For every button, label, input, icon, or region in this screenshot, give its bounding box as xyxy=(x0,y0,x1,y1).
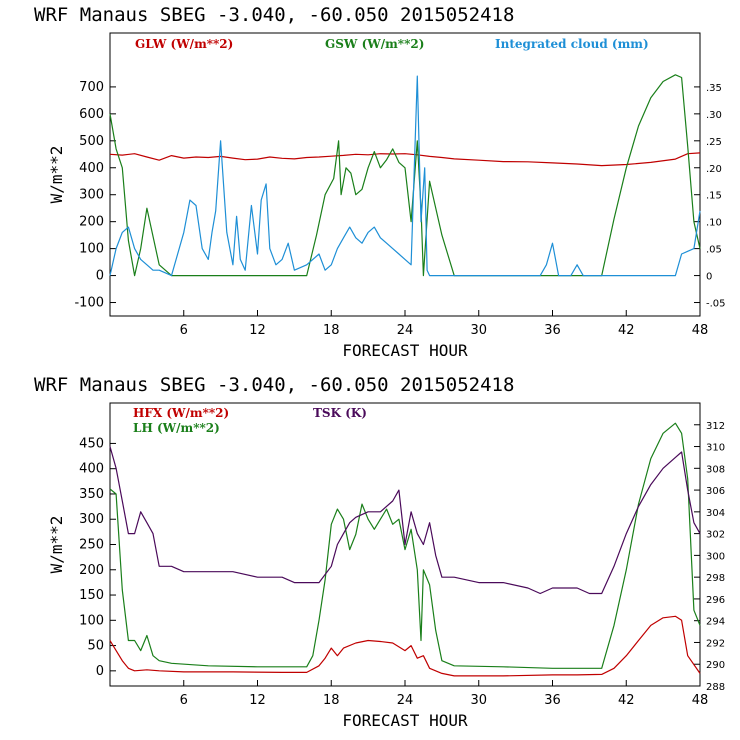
y-tick-label: 600 xyxy=(79,107,104,122)
x-tick-label: 30 xyxy=(470,693,487,708)
plot-frame xyxy=(109,32,701,317)
x-tick-label: 42 xyxy=(618,693,635,708)
y2-tick-label: 290 xyxy=(706,660,725,671)
y2-tick-label: 308 xyxy=(706,464,725,475)
panel-title: WRF Manaus SBEG -3.040, -60.050 20150524… xyxy=(34,4,514,26)
legend-entry: Integrated cloud (mm) xyxy=(495,37,649,51)
y-tick-label: 100 xyxy=(79,242,104,257)
y-tick-label: 450 xyxy=(79,436,104,451)
x-axis-label: FORECAST HOUR xyxy=(342,711,468,730)
x-tick-label: 6 xyxy=(180,693,188,708)
y2-tick-label: 288 xyxy=(706,682,725,693)
y2-tick-label: .35 xyxy=(706,83,722,94)
y2-tick-label: 310 xyxy=(706,443,725,454)
y2-tick-label: .10 xyxy=(706,218,722,229)
legend-entry: GSW (W/m**2) xyxy=(325,37,424,51)
y-tick-label: 50 xyxy=(87,639,104,654)
panel-title: WRF Manaus SBEG -3.040, -60.050 20150524… xyxy=(34,374,514,396)
y2-tick-label: 292 xyxy=(706,638,725,649)
x-tick-label: 24 xyxy=(397,323,414,338)
x-axis-label: FORECAST HOUR xyxy=(342,341,468,360)
panel-radiation: WRF Manaus SBEG -3.040, -60.050 20150524… xyxy=(34,4,726,360)
y-tick-label: 700 xyxy=(79,80,104,95)
x-tick-label: 48 xyxy=(692,693,709,708)
series-line-2 xyxy=(109,446,701,595)
y-tick-label: 0 xyxy=(96,269,104,284)
y2-tick-label: .05 xyxy=(706,245,722,256)
y-tick-label: 400 xyxy=(79,161,104,176)
x-tick-label: 12 xyxy=(249,693,266,708)
x-tick-label: 48 xyxy=(692,323,709,338)
x-tick-label: 6 xyxy=(180,323,188,338)
legend-entry: GLW (W/m**2) xyxy=(135,37,233,51)
series-line-2 xyxy=(109,75,701,277)
x-tick-label: 18 xyxy=(323,693,340,708)
y2-tick-label: 300 xyxy=(706,551,725,562)
legend-entry: LH (W/m**2) xyxy=(133,421,220,435)
y-tick-label: 350 xyxy=(79,487,104,502)
y-tick-label: 0 xyxy=(96,664,104,679)
y-tick-label: -100 xyxy=(74,296,104,311)
y2-tick-label: 312 xyxy=(706,421,725,432)
x-tick-label: 30 xyxy=(470,323,487,338)
series-line-1 xyxy=(109,74,701,277)
y2-tick-label: .15 xyxy=(706,191,722,202)
x-tick-label: 18 xyxy=(323,323,340,338)
legend-entry: HFX (W/m**2) xyxy=(133,406,229,420)
y-tick-label: 500 xyxy=(79,134,104,149)
y-axis-label: W/m**2 xyxy=(47,516,66,574)
y-tick-label: 100 xyxy=(79,613,104,628)
x-tick-label: 12 xyxy=(249,323,266,338)
series-line-0 xyxy=(109,152,701,167)
y2-tick-label: 0 xyxy=(706,272,712,283)
panel-surface-fluxes: WRF Manaus SBEG -3.040, -60.050 20150524… xyxy=(34,374,725,730)
y2-tick-label: 304 xyxy=(706,508,725,519)
legend-entry: TSK (K) xyxy=(313,406,367,420)
series-line-0 xyxy=(109,615,701,677)
y-tick-label: 300 xyxy=(79,512,104,527)
series-line-1 xyxy=(109,422,701,669)
y2-tick-label: .30 xyxy=(706,110,722,121)
x-tick-label: 24 xyxy=(397,693,414,708)
x-tick-label: 42 xyxy=(618,323,635,338)
y-tick-label: 200 xyxy=(79,215,104,230)
y-tick-label: 150 xyxy=(79,588,104,603)
y2-tick-label: 294 xyxy=(706,617,725,628)
y2-tick-label: 302 xyxy=(706,530,725,541)
y2-tick-label: 296 xyxy=(706,595,725,606)
y2-tick-label: .25 xyxy=(706,137,722,148)
y2-tick-label: 298 xyxy=(706,573,725,584)
y-tick-label: 250 xyxy=(79,538,104,553)
y-tick-label: 300 xyxy=(79,188,104,203)
y2-tick-label: -.05 xyxy=(706,299,726,310)
y-tick-label: 400 xyxy=(79,462,104,477)
y2-tick-label: 306 xyxy=(706,486,725,497)
x-tick-label: 36 xyxy=(544,693,561,708)
x-tick-label: 36 xyxy=(544,323,561,338)
y2-tick-label: .20 xyxy=(706,164,722,175)
y-axis-label: W/m**2 xyxy=(47,146,66,204)
y-tick-label: 200 xyxy=(79,563,104,578)
